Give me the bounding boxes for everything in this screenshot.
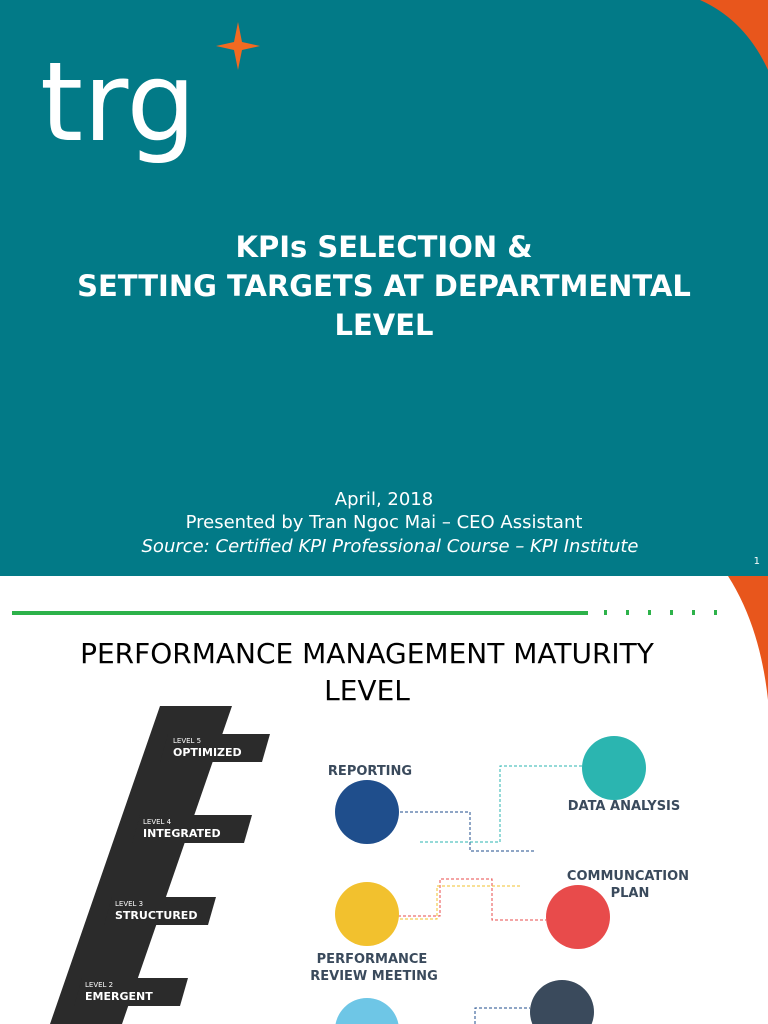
level-label: LEVEL 2 bbox=[85, 981, 113, 989]
node-icon bbox=[335, 998, 399, 1024]
node-labels: REPORTING DATA ANALYSIS COMMUNCATION PLA… bbox=[310, 764, 689, 984]
level-name: OPTIMIZED bbox=[173, 746, 242, 759]
maturity-slide: PERFORMANCE MANAGEMENT MATURITY LEVEL LE… bbox=[0, 576, 768, 1024]
level-name: EMERGENT bbox=[85, 990, 153, 1003]
slide-title: KPIs SELECTION & SETTING TARGETS AT DEPA… bbox=[0, 228, 768, 345]
slide-content: PERFORMANCE MANAGEMENT MATURITY LEVEL LE… bbox=[12, 576, 768, 1024]
level-name: INTEGRATED bbox=[143, 827, 221, 840]
slide-decor: trg bbox=[40, 0, 768, 166]
node-icon bbox=[530, 980, 594, 1024]
logo: trg bbox=[40, 38, 196, 166]
presenter: Presented by Tran Ngoc Mai – CEO Assista… bbox=[185, 512, 583, 533]
node-label: PLAN bbox=[611, 886, 650, 901]
connectors bbox=[398, 765, 583, 1024]
data-analysis-icon bbox=[582, 736, 646, 800]
title-line: KPIs SELECTION & bbox=[235, 230, 533, 264]
level-name: STRUCTURED bbox=[115, 909, 197, 922]
reporting-icon bbox=[335, 780, 399, 844]
levels: LEVEL 5 OPTIMIZED LEVEL 4 INTEGRATED LEV… bbox=[74, 734, 270, 1006]
node-label: DATA ANALYSIS bbox=[568, 799, 681, 814]
node-label: PERFORMANCE bbox=[317, 952, 428, 967]
level-label: LEVEL 5 bbox=[173, 737, 201, 745]
staircase bbox=[50, 706, 232, 1024]
node-label: REPORTING bbox=[328, 764, 412, 779]
slide-title: PERFORMANCE MANAGEMENT MATURITY bbox=[80, 637, 655, 670]
corner-accent bbox=[700, 0, 768, 70]
logo-star bbox=[216, 22, 260, 70]
title-line: SETTING TARGETS AT DEPARTMENTAL bbox=[77, 269, 691, 303]
level-label: LEVEL 4 bbox=[143, 818, 172, 826]
title-slide: trg KPIs SELECTION & SETTING TARGETS AT … bbox=[0, 0, 768, 576]
node-label: REVIEW MEETING bbox=[310, 969, 438, 984]
title-line: LEVEL bbox=[334, 308, 434, 342]
level-label: LEVEL 3 bbox=[115, 900, 143, 908]
source: Source: Certified KPI Professional Cours… bbox=[141, 536, 639, 557]
node-label: COMMUNCATION bbox=[567, 869, 689, 884]
corner-accent bbox=[728, 576, 768, 700]
date: April, 2018 bbox=[334, 489, 434, 510]
divider bbox=[12, 611, 588, 615]
divider-dots bbox=[604, 610, 717, 615]
page-number: 1 bbox=[753, 556, 760, 567]
review-icon bbox=[335, 882, 399, 946]
communication-icon bbox=[546, 885, 610, 949]
slide-title: LEVEL bbox=[324, 674, 410, 707]
